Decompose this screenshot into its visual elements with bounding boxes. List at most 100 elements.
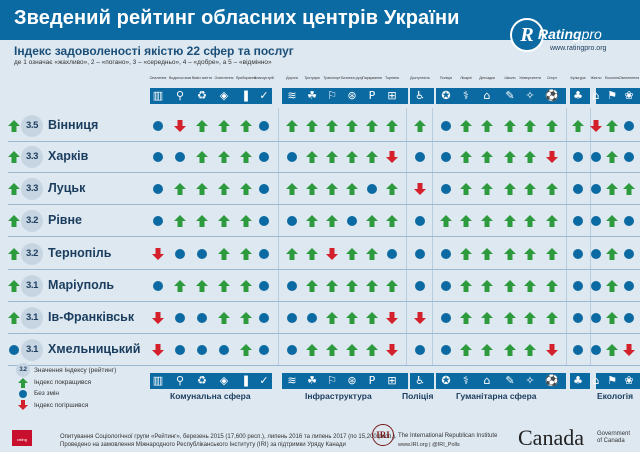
cell-no-change-dot (367, 184, 377, 194)
cell-no-change-dot (287, 281, 297, 291)
iri-url: www.IRI.org | @IRI_Polls (398, 442, 460, 448)
cell-no-change-dot (153, 216, 163, 226)
cell-down-arrow (414, 183, 426, 195)
cell-up-arrow (196, 215, 208, 227)
legend-nochange: Без змін (34, 390, 59, 397)
sphere-icon: ☘ (305, 89, 319, 103)
column-header: Школи (499, 76, 521, 86)
cell-no-change-dot (591, 345, 601, 355)
cell-no-change-dot (573, 313, 583, 323)
cell-up-arrow (218, 280, 230, 292)
cell-up-arrow (440, 215, 452, 227)
cell-up-arrow (326, 312, 338, 324)
cell-no-change-dot (259, 184, 269, 194)
cell-down-arrow (386, 344, 398, 356)
iri-logo: IRI (372, 424, 394, 446)
column-header: Лікарні (455, 76, 477, 86)
sphere-icon: ◈ (217, 374, 231, 388)
cell-no-change-dot (175, 152, 185, 162)
cell-up-arrow (240, 151, 252, 163)
cell-up-arrow (286, 248, 298, 260)
row-separator (8, 269, 640, 270)
cell-up-arrow (460, 215, 472, 227)
cell-up-arrow (306, 248, 318, 260)
cell-up-arrow (366, 280, 378, 292)
sphere-icon: ❀ (622, 89, 636, 103)
sphere-icon: ✪ (439, 374, 453, 388)
cell-no-change-dot (624, 216, 634, 226)
canada-wordmark: Canada (518, 425, 584, 451)
cell-down-arrow (546, 344, 558, 356)
column-header: Тротуари (301, 76, 323, 86)
icon-bar-top (150, 88, 272, 104)
rating-footer-logo: rating (12, 430, 32, 446)
sphere-icon: ≋ (285, 374, 299, 388)
sphere-icon: ⚽ (545, 89, 559, 103)
cell-down-arrow (152, 248, 164, 260)
cell-no-change-dot (415, 249, 425, 259)
cell-no-change-dot (259, 216, 269, 226)
cell-no-change-dot (197, 313, 207, 323)
cell-up-arrow (546, 120, 558, 132)
cell-no-change-dot (197, 345, 207, 355)
cell-up-arrow (504, 344, 516, 356)
cell-up-arrow (623, 183, 635, 195)
legend-score-badge: 3.2 (16, 363, 30, 377)
cell-up-arrow (286, 183, 298, 195)
cell-up-arrow (386, 280, 398, 292)
city-name: Маріуполь (48, 278, 114, 292)
chart-subtitle: Індекс задоволеності якістю 22 сфер та п… (14, 44, 294, 58)
cell-up-arrow (606, 183, 618, 195)
cell-up-arrow (326, 151, 338, 163)
cell-no-change-dot (624, 249, 634, 259)
city-score: 3.3 (21, 146, 43, 168)
footer-source-line2: Проведено на замовлення Міжнародного Рес… (60, 442, 346, 448)
cell-up-arrow (240, 183, 252, 195)
cell-up-arrow (524, 344, 536, 356)
sphere-icon: ⊞ (385, 374, 399, 388)
sphere-icon: ⌂ (589, 89, 603, 103)
cell-up-arrow (326, 344, 338, 356)
cell-up-arrow (546, 215, 558, 227)
cell-up-arrow (481, 183, 493, 195)
cell-up-arrow (504, 280, 516, 292)
cell-no-change-dot (307, 313, 317, 323)
footer-source-line1: Опитування Соціологічної групи «Рейтинг»… (60, 434, 397, 440)
sphere-icon: P (365, 374, 379, 388)
cell-up-arrow (218, 120, 230, 132)
cell-up-arrow (481, 344, 493, 356)
cell-no-change-dot (259, 152, 269, 162)
column-header: Озеленення (618, 76, 640, 86)
row-separator (8, 333, 640, 334)
cell-up-arrow (346, 151, 358, 163)
cell-down-arrow (386, 312, 398, 324)
cell-down-arrow (590, 120, 602, 132)
group-label-humanitarian: Гуманітарна сфера (456, 391, 537, 401)
cell-up-arrow (174, 280, 186, 292)
cell-no-change-dot (441, 121, 451, 131)
sphere-icon: ♻ (195, 89, 209, 103)
cell-up-arrow (306, 280, 318, 292)
cell-up-arrow (460, 280, 472, 292)
sphere-icon: ✓ (257, 374, 271, 388)
city-name: Ів-Франківськ (48, 310, 134, 324)
cell-up-arrow (346, 248, 358, 260)
cell-no-change-dot (591, 249, 601, 259)
cell-no-change-dot (287, 313, 297, 323)
cell-up-arrow (606, 120, 618, 132)
row-separator (8, 172, 640, 173)
cell-no-change-dot (175, 313, 185, 323)
cell-no-change-dot (573, 345, 583, 355)
city-name: Харків (48, 149, 88, 163)
column-header: Паркування (361, 76, 383, 86)
city-score: 3.1 (21, 275, 43, 297)
cell-down-arrow (326, 248, 338, 260)
sphere-icon: ⚲ (173, 374, 187, 388)
cell-up-arrow (481, 215, 493, 227)
cell-up-arrow (481, 151, 493, 163)
column-header: Освітлення (213, 76, 235, 86)
sphere-icon: ♻ (195, 374, 209, 388)
legend-improved: Індекс покращився (34, 379, 91, 386)
cell-up-arrow (524, 280, 536, 292)
row-trend-up-icon (8, 280, 20, 292)
